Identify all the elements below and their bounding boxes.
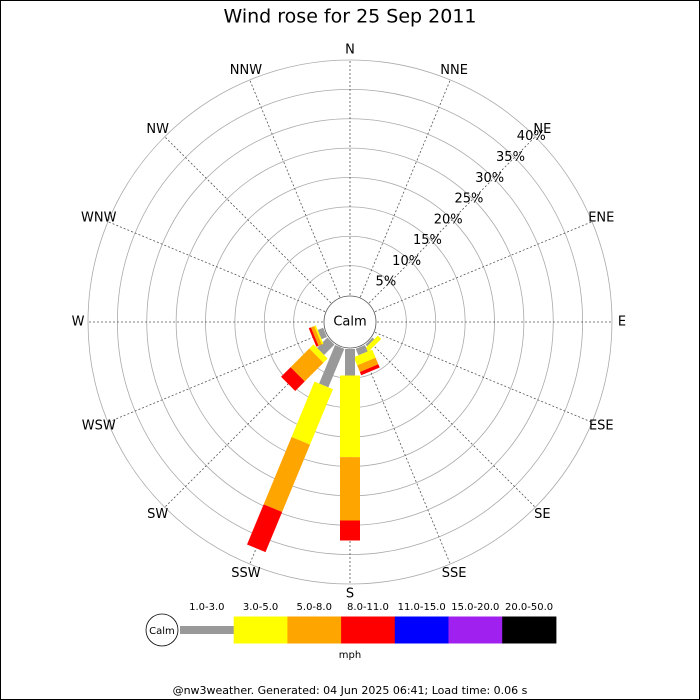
footer: @nw3weather. Generated: 04 Jun 2025 06:4…	[173, 684, 528, 697]
r-tick-label: 5%	[376, 275, 397, 290]
direction-label: E	[618, 315, 626, 330]
calm-circle	[323, 295, 377, 349]
direction-label: NNE	[440, 63, 468, 78]
direction-label: ESE	[589, 419, 614, 434]
spoke	[359, 346, 451, 565]
bar-segment	[319, 345, 345, 388]
direction-label: WSW	[82, 419, 116, 434]
direction-label: S	[346, 587, 354, 602]
bar-segment	[309, 344, 328, 363]
bar-segment	[340, 457, 360, 521]
direction-label: SW	[147, 507, 168, 522]
legend-unit: mph	[339, 650, 361, 661]
spoke	[107, 331, 326, 423]
r-tick-label: 25%	[454, 192, 483, 207]
bar-segment	[357, 357, 379, 372]
legend-label: 20.0-50.0	[505, 602, 553, 613]
bar-segment	[247, 504, 283, 553]
bar-segment	[340, 375, 360, 458]
bar-segment	[291, 381, 333, 445]
direction-label: NNW	[230, 63, 262, 78]
bar-segment	[310, 326, 322, 346]
spoke	[374, 331, 593, 423]
chart-title: Wind rose for 25 Sep 2011	[223, 6, 476, 28]
spoke	[359, 79, 451, 298]
r-tick-label: 40%	[517, 129, 546, 144]
spoke	[368, 136, 536, 304]
r-tick-label: 10%	[392, 254, 421, 269]
spoke	[107, 221, 326, 313]
r-tick-label: 35%	[496, 150, 525, 165]
direction-label: SSE	[442, 566, 467, 581]
direction-label: SE	[534, 507, 550, 522]
legend-label: 3.0-5.0	[243, 602, 278, 613]
legend-swatch	[448, 616, 503, 644]
r-tick-label: 15%	[413, 233, 442, 248]
bar-segment	[355, 345, 368, 356]
legend-swatch	[233, 616, 288, 644]
bar-segment	[359, 364, 380, 376]
bar-segment	[308, 327, 319, 347]
direction-label: N	[345, 43, 355, 58]
legend-swatch	[502, 616, 557, 644]
bar-segment	[317, 327, 327, 340]
bar-segment	[316, 337, 335, 356]
r-tick-label: 30%	[475, 171, 504, 186]
spoke	[249, 79, 341, 298]
spoke	[374, 221, 593, 313]
bar-segment	[345, 349, 355, 376]
direction-label: W	[72, 315, 85, 330]
legend-label: 11.0-15.0	[398, 602, 446, 613]
legend-swatch	[180, 626, 235, 634]
grid-circle	[87, 59, 613, 585]
bar-segment	[363, 335, 382, 354]
legend-label: 15.0-20.0	[451, 602, 499, 613]
r-tick-label: 20%	[434, 212, 463, 227]
bar-segment	[365, 337, 375, 347]
legend-calm-label: Calm	[149, 626, 175, 637]
legend-label: 1.0-3.0	[189, 602, 224, 613]
legend-swatch	[394, 616, 449, 644]
bar-segment	[314, 325, 324, 345]
spoke	[164, 136, 332, 304]
bar-segment	[263, 437, 311, 512]
bar-segment	[290, 348, 324, 382]
legend-swatch	[341, 616, 396, 644]
direction-label: NE	[533, 122, 551, 137]
legend-label: 8.0-11.0	[347, 602, 389, 613]
direction-label: NW	[146, 122, 169, 137]
bar-segment	[281, 367, 305, 391]
legend-swatch	[287, 616, 342, 644]
legend-label: 5.0-8.0	[297, 602, 332, 613]
spoke	[164, 340, 332, 508]
direction-label: SSW	[231, 566, 261, 581]
calm-label: Calm	[333, 315, 366, 330]
spoke	[368, 340, 536, 508]
bar-segment	[340, 520, 360, 541]
legend-calm-circle	[145, 613, 179, 647]
direction-label: WNW	[81, 210, 117, 225]
bar-segment	[353, 349, 376, 366]
direction-label: ENE	[588, 210, 614, 225]
